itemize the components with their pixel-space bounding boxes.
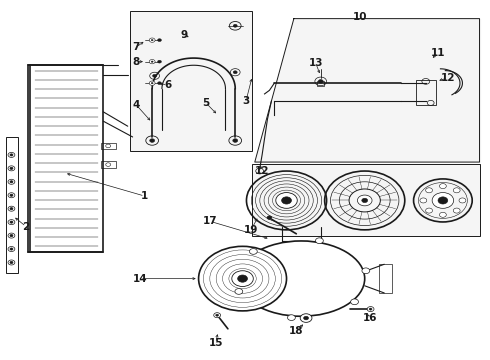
Text: 8: 8 xyxy=(132,57,140,67)
Circle shape xyxy=(420,198,427,203)
Circle shape xyxy=(151,61,153,62)
Circle shape xyxy=(362,268,370,274)
Circle shape xyxy=(149,81,155,85)
Circle shape xyxy=(316,238,323,244)
Circle shape xyxy=(8,166,15,171)
Circle shape xyxy=(351,299,359,305)
Bar xyxy=(101,143,116,149)
Circle shape xyxy=(10,234,13,237)
Circle shape xyxy=(276,193,297,208)
Text: 16: 16 xyxy=(362,313,377,323)
Text: 14: 14 xyxy=(133,274,147,284)
Text: 6: 6 xyxy=(164,80,171,90)
Text: 3: 3 xyxy=(243,96,249,106)
Circle shape xyxy=(10,181,13,183)
Circle shape xyxy=(432,193,454,208)
Text: 12: 12 xyxy=(254,166,269,176)
Circle shape xyxy=(153,75,157,77)
Circle shape xyxy=(216,314,219,316)
Circle shape xyxy=(158,60,161,63)
Circle shape xyxy=(233,71,237,74)
Text: 12: 12 xyxy=(441,73,455,83)
Circle shape xyxy=(440,212,446,217)
Circle shape xyxy=(10,167,13,170)
Circle shape xyxy=(8,152,15,157)
Circle shape xyxy=(8,206,15,211)
Bar xyxy=(416,80,436,105)
Circle shape xyxy=(288,315,295,320)
Circle shape xyxy=(10,221,13,223)
Circle shape xyxy=(10,261,13,264)
Bar xyxy=(27,65,103,252)
Circle shape xyxy=(459,198,466,203)
Text: 10: 10 xyxy=(353,12,367,22)
Text: 2: 2 xyxy=(23,222,30,231)
Circle shape xyxy=(438,197,448,204)
Circle shape xyxy=(8,220,15,225)
Circle shape xyxy=(158,82,161,85)
Text: 5: 5 xyxy=(202,98,210,108)
Circle shape xyxy=(362,198,368,203)
Text: 18: 18 xyxy=(289,326,303,336)
Circle shape xyxy=(8,179,15,184)
Circle shape xyxy=(151,82,153,84)
Text: 17: 17 xyxy=(202,216,217,226)
Circle shape xyxy=(282,197,292,204)
Polygon shape xyxy=(255,19,480,162)
Circle shape xyxy=(149,38,155,42)
Circle shape xyxy=(232,271,253,287)
Bar xyxy=(101,161,116,168)
Circle shape xyxy=(453,208,460,213)
Circle shape xyxy=(233,24,237,27)
Circle shape xyxy=(426,188,433,193)
Circle shape xyxy=(233,139,238,142)
Bar xyxy=(5,137,18,273)
Circle shape xyxy=(369,308,372,310)
Circle shape xyxy=(158,39,161,41)
Circle shape xyxy=(10,154,13,156)
Circle shape xyxy=(198,246,287,311)
Circle shape xyxy=(357,195,372,206)
Text: 4: 4 xyxy=(132,100,140,110)
Circle shape xyxy=(238,275,247,282)
Circle shape xyxy=(8,247,15,252)
Circle shape xyxy=(426,208,433,213)
Circle shape xyxy=(149,59,155,64)
Text: 13: 13 xyxy=(309,58,323,68)
Circle shape xyxy=(10,248,13,250)
Circle shape xyxy=(453,188,460,193)
Circle shape xyxy=(267,216,272,220)
Circle shape xyxy=(8,193,15,198)
Text: 11: 11 xyxy=(431,48,445,58)
Circle shape xyxy=(318,80,323,83)
Circle shape xyxy=(235,289,243,294)
Circle shape xyxy=(8,233,15,238)
Bar xyxy=(318,81,324,86)
Bar xyxy=(379,264,392,293)
Circle shape xyxy=(10,194,13,196)
Circle shape xyxy=(440,184,446,189)
Circle shape xyxy=(367,307,374,312)
Ellipse shape xyxy=(238,241,365,316)
Text: 19: 19 xyxy=(244,225,258,235)
Text: 1: 1 xyxy=(141,191,148,201)
Bar xyxy=(130,12,252,151)
Circle shape xyxy=(8,260,15,265)
Text: 7: 7 xyxy=(132,42,140,52)
Text: 9: 9 xyxy=(180,30,188,40)
Text: 15: 15 xyxy=(208,338,223,348)
Circle shape xyxy=(300,314,312,322)
Bar xyxy=(252,164,480,235)
Circle shape xyxy=(214,313,220,318)
Circle shape xyxy=(10,208,13,210)
Circle shape xyxy=(150,139,155,142)
Circle shape xyxy=(151,40,153,41)
Circle shape xyxy=(304,316,309,320)
Circle shape xyxy=(249,249,257,254)
